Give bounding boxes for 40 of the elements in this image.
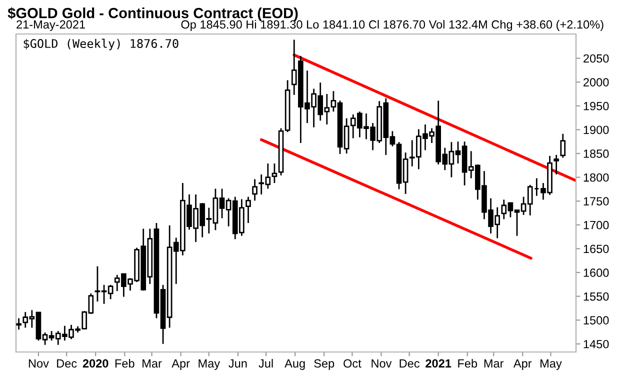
x-tick-label: Jul <box>258 358 273 368</box>
x-tick-label: Aug <box>284 359 305 370</box>
annotation: $GOLD (Weekly) 1876.70 <box>24 38 178 50</box>
x-tick-label: Sep <box>314 359 334 370</box>
y-tick-label: 1500 <box>584 316 609 324</box>
x-tick-label: 2021 <box>426 359 452 368</box>
x-tick-label: Nov <box>372 359 392 368</box>
candlestick <box>16 318 22 330</box>
candlestick <box>252 178 258 202</box>
x-tick-label: May <box>198 359 220 370</box>
x-tick-label: Oct <box>344 359 362 368</box>
x-tick-label: Feb <box>115 358 134 368</box>
x-tick-label: May <box>540 359 562 370</box>
x-tick-label: Mar <box>484 359 504 368</box>
y-tick-label: 1700 <box>584 220 609 230</box>
y-tick-label: 1600 <box>584 268 609 277</box>
y-tick-label: 2000 <box>584 78 609 86</box>
chart-subtitle: 21-May-2021 <box>16 20 85 31</box>
x-tick-label: Nov <box>28 359 49 368</box>
y-tick-label: 1450 <box>584 340 609 348</box>
x-tick-label: Apr <box>172 359 190 370</box>
y-tick-label: 1550 <box>584 292 609 301</box>
x-tick-label: Apr <box>513 359 532 370</box>
y-tick-label: 1800 <box>584 173 609 182</box>
x-tick-label: Feb <box>458 358 478 368</box>
x-tick-label: 2020 <box>82 359 108 368</box>
y-tick-label: 1650 <box>584 244 609 254</box>
candlestick <box>246 196 251 224</box>
y-tick-label: 1950 <box>584 102 609 110</box>
x-tick-label: Mar <box>142 359 162 368</box>
x-tick-label: Dec <box>57 359 77 368</box>
x-tick-label: Jun <box>228 359 247 368</box>
y-tick-label: 1850 <box>584 150 609 158</box>
y-tick-label: 1750 <box>584 197 609 206</box>
chart-title: $GOLD Gold - Continuous Contract (EOD) <box>8 7 298 22</box>
candlestick <box>560 133 566 158</box>
x-tick-label: Dec <box>400 359 420 368</box>
y-tick-label: 1900 <box>584 126 609 134</box>
y-tick-label: 2050 <box>584 54 609 63</box>
candlestick <box>554 154 559 176</box>
